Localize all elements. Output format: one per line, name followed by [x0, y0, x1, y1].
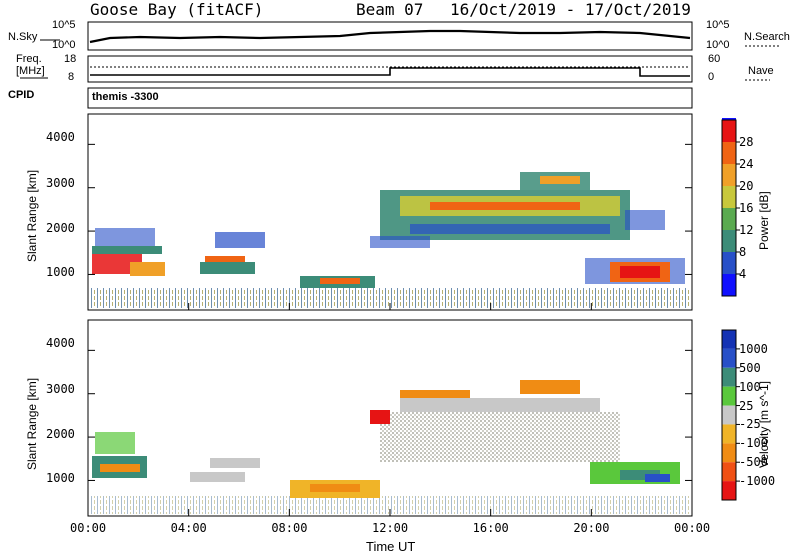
velocity-colorbar-tick: 25 [739, 398, 754, 413]
power-colorbar-tick: 16 [739, 201, 754, 215]
power-colorbar-swatch [722, 120, 736, 142]
velocity-colorbar-scale [721, 329, 740, 501]
nsearch-tick-top: 10^5 [706, 19, 730, 31]
axis-ticks [87, 143, 693, 516]
power-ytick-1000: 1000 [46, 265, 75, 279]
freq-label-1: Freq. [16, 53, 42, 65]
power-noise-band [89, 288, 691, 308]
nsky-panel [40, 21, 780, 51]
nave-trace [90, 67, 690, 77]
date-range: 16/Oct/2019 - 17/Oct/2019 [450, 0, 691, 19]
power-colorbar-swatch [722, 274, 736, 296]
velocity-colorbar-swatch [722, 330, 736, 349]
velocity-ytick-4000: 4000 [46, 336, 75, 350]
nave-tick-bottom: 0 [708, 71, 715, 83]
nave-label: Nave [748, 65, 774, 77]
velocity-colorbar-tick: -1000 [739, 474, 776, 489]
nsky-tick-bottom: 10^0 [52, 39, 76, 51]
x-tick-label: 08:00 [271, 521, 308, 535]
velocity-colorbar-tick: -100 [739, 436, 768, 451]
velocity-ytick-2000: 2000 [46, 427, 75, 441]
nsky-trace [89, 29, 691, 44]
power-colorbar-tick: 24 [739, 157, 754, 171]
velocity-panel [87, 319, 693, 517]
velocity-ylabel: Slant Range [km] [25, 377, 39, 470]
velocity-colorbar-swatch [722, 348, 736, 368]
freq-tick-top: 18 [64, 53, 77, 65]
beam-label: Beam 07 [356, 0, 424, 19]
velocity-colorbar-swatch [722, 424, 736, 444]
power-colorbar-tick: 28 [739, 135, 754, 149]
cpid-panel [87, 87, 693, 109]
velocity-ytick-3000: 3000 [46, 382, 75, 396]
x-tick-label: 00:00 [674, 521, 711, 535]
velocity-colorbar-swatch [722, 462, 736, 482]
cpid-label: CPID [8, 89, 35, 101]
velocity-colorbar-tick: -500 [739, 455, 768, 470]
power-colorbar-tick: 4 [739, 267, 747, 281]
velocity-colorbar-swatch [722, 443, 736, 463]
x-axis-label: Time UT [366, 539, 416, 554]
freq-panel [20, 55, 770, 83]
velocity-colorbar-tick: 500 [739, 360, 761, 375]
power-colorbar-swatch [722, 208, 736, 230]
ground-scatter-region [380, 412, 620, 462]
power-colorbar-swatch [722, 252, 736, 274]
power-colorbar-swatch [722, 164, 736, 186]
freq-tick-bottom: 8 [68, 71, 75, 83]
x-tick-label: 12:00 [372, 521, 409, 535]
power-ylabel: Slant Range [km] [25, 169, 39, 262]
power-colorbar-scale [721, 119, 740, 297]
freq-label-2: [MHz] [16, 65, 45, 77]
nave-tick-top: 60 [708, 53, 721, 65]
velocity-colorbar-swatch [722, 405, 736, 425]
velocity-colorbar-tick: -25 [739, 417, 761, 432]
velocity-colorbar-swatch [722, 481, 736, 500]
velocity-colorbar-tick: 1000 [739, 341, 768, 356]
power-panel [87, 113, 693, 311]
nsearch-tick-bottom: 10^0 [706, 39, 730, 51]
x-tick-label: 16:00 [472, 521, 509, 535]
power-ytick-2000: 2000 [46, 221, 75, 235]
velocity-noise-band [89, 496, 691, 514]
power-ytick-3000: 3000 [46, 176, 75, 190]
power-colorbar-swatch [722, 230, 736, 252]
power-colorbar-swatch [722, 186, 736, 208]
power-colorbar-tick: 20 [739, 179, 754, 193]
power-ytick-4000: 4000 [46, 130, 75, 144]
power-colorbar-tick: 8 [739, 245, 747, 259]
velocity-ytick-1000: 1000 [46, 471, 75, 485]
velocity-colorbar-swatch [722, 386, 736, 406]
nsky-label: N.Sky [8, 31, 38, 43]
velocity-colorbar-tick: 100 [739, 379, 761, 394]
x-tick-label: 20:00 [573, 521, 610, 535]
power-colorbar-swatch [722, 142, 736, 164]
nsearch-label: N.Search [744, 31, 790, 43]
station-title: Goose Bay (fitACF) [90, 0, 264, 19]
x-tick-label: 04:00 [170, 521, 207, 535]
cpid-value: themis -3300 [92, 91, 159, 103]
power-colorbar-tick: 12 [739, 223, 754, 237]
nsky-tick-top: 10^5 [52, 19, 76, 31]
velocity-colorbar-swatch [722, 367, 736, 387]
x-tick-label: 00:00 [70, 521, 107, 535]
power-colorbar-label: Power [dB] [757, 191, 771, 250]
